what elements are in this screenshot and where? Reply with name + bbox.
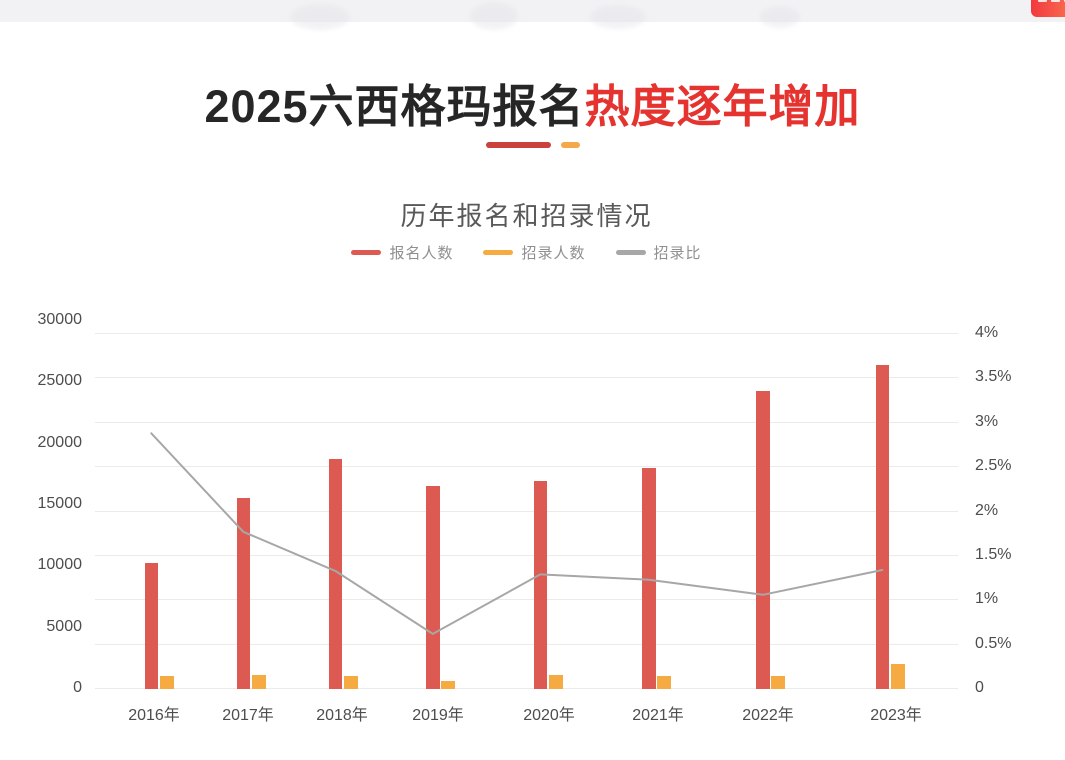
chart-title: 历年报名和招录情况 xyxy=(400,201,653,231)
right-axis-tick: 1.5% xyxy=(975,545,1012,563)
right-axis-tick: 3% xyxy=(975,412,999,430)
promo-badge[interactable] xyxy=(1031,0,1065,17)
gridline xyxy=(95,466,958,468)
registrations-bar xyxy=(144,562,159,689)
gridline xyxy=(95,333,958,334)
left-axis-tick: 25000 xyxy=(37,372,83,390)
legend-label: 招录比 xyxy=(653,244,702,262)
badge-text-fragment xyxy=(1051,0,1060,2)
left-axis-tick: 10000 xyxy=(37,556,83,574)
admissions-bar xyxy=(890,664,905,689)
x-axis-label: 2017年 xyxy=(222,707,274,724)
legend-marker-icon xyxy=(483,249,514,255)
admissions-bar xyxy=(441,680,456,689)
right-axis-tick: 4% xyxy=(975,324,999,341)
gridline xyxy=(95,688,958,689)
title-underline xyxy=(0,141,1065,148)
banner-decoration xyxy=(590,5,646,29)
legend-marker-icon xyxy=(351,249,382,255)
registrations-bar xyxy=(328,458,343,689)
registrations-bar xyxy=(533,480,547,689)
x-axis-label: 2021年 xyxy=(632,707,684,724)
chart-legend: 报名人数 招录人数 招录比 xyxy=(95,241,958,263)
banner-decoration xyxy=(290,4,350,30)
x-axis-label: 2022年 xyxy=(742,707,794,724)
gridline xyxy=(95,421,958,423)
legend-marker-icon xyxy=(615,249,646,255)
gridline xyxy=(95,599,958,601)
gridline xyxy=(95,377,958,379)
right-axis-tick: 0 xyxy=(975,679,984,696)
underline-orange-bar xyxy=(560,141,580,148)
x-axis-label: 2020年 xyxy=(523,707,575,724)
gridline xyxy=(95,510,958,512)
left-axis-tick: 20000 xyxy=(37,433,83,451)
page-title-red: 热度逐年增加 xyxy=(584,81,861,132)
right-axis-tick: 1% xyxy=(975,590,999,608)
x-axis-label: 2019年 xyxy=(412,707,464,724)
admissions-bar xyxy=(343,675,358,689)
right-axis-tick: 2% xyxy=(975,501,999,519)
x-axis-label: 2016年 xyxy=(128,707,180,724)
legend-label: 报名人数 xyxy=(389,244,454,262)
left-axis-tick: 15000 xyxy=(37,495,83,512)
banner-decoration xyxy=(470,2,518,30)
underline-red-bar xyxy=(485,141,551,148)
admissions-bar xyxy=(657,676,671,689)
gridline xyxy=(95,643,958,645)
legend-item-3[interactable]: 招录比 xyxy=(615,242,702,263)
left-axis-tick: 30000 xyxy=(37,311,83,328)
banner-decoration xyxy=(760,6,800,28)
registrations-bar xyxy=(875,365,889,689)
left-axis-tick: 0 xyxy=(73,679,82,696)
legend-item-2[interactable]: 招录人数 xyxy=(483,242,585,263)
page-title: 2025六西格玛报名热度逐年增加 xyxy=(0,70,1065,135)
gridline xyxy=(95,554,958,556)
page-title-black: 2025六西格玛报名 xyxy=(204,81,585,132)
registrations-bar xyxy=(236,497,251,689)
left-axis-tick: 5000 xyxy=(46,617,82,635)
registrations-bar xyxy=(426,485,440,689)
legend-label: 招录人数 xyxy=(521,244,586,262)
admission-ratio-line xyxy=(150,432,884,635)
badge-text-fragment xyxy=(1038,0,1047,2)
top-banner-strip xyxy=(0,0,1065,30)
registrations-bar xyxy=(642,468,656,689)
admissions-bar xyxy=(251,675,266,689)
admissions-bar xyxy=(771,676,785,689)
admissions-bar xyxy=(159,675,174,689)
x-axis-label: 2023年 xyxy=(870,707,922,724)
x-axis-label: 2018年 xyxy=(316,707,368,724)
legend-item-1[interactable]: 报名人数 xyxy=(351,242,453,263)
right-axis-tick: 3.5% xyxy=(975,368,1012,386)
right-axis-tick: 2.5% xyxy=(975,457,1012,475)
right-axis-tick: 0.5% xyxy=(975,634,1012,652)
admissions-bar xyxy=(548,675,563,689)
registrations-bar xyxy=(756,391,770,689)
